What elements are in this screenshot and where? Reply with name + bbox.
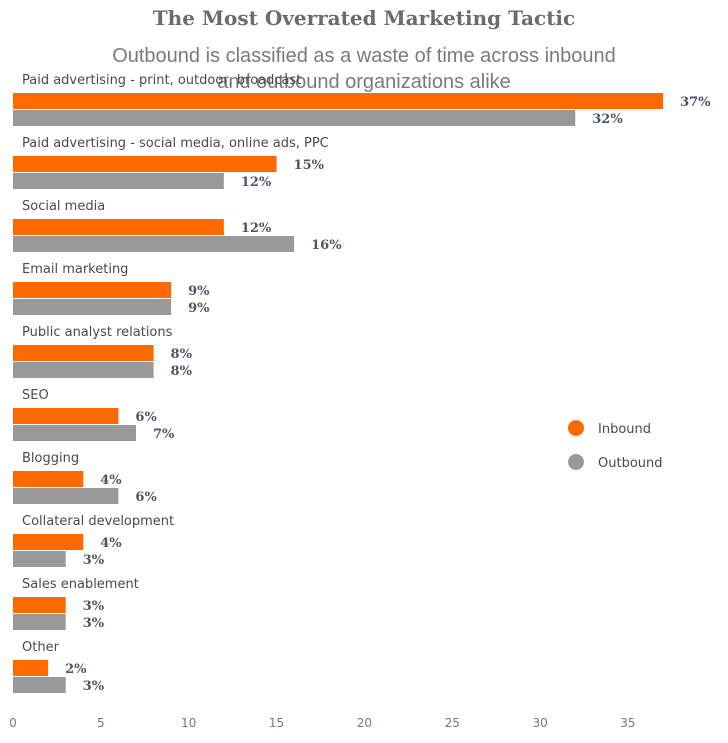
data-label: 32% — [592, 112, 623, 127]
bar-outbound — [13, 236, 295, 252]
bar-outbound — [13, 299, 172, 315]
data-label: 15% — [294, 158, 325, 173]
bar-inbound — [13, 282, 172, 298]
data-label: 16% — [311, 238, 342, 253]
legend-label: Inbound — [598, 422, 651, 437]
data-label: 4% — [100, 536, 122, 551]
x-tick-label: 10 — [181, 716, 196, 730]
category-label: Blogging — [22, 451, 79, 466]
legend-marker-inbound — [568, 420, 584, 436]
category-label: Social media — [22, 199, 105, 214]
bar-inbound — [13, 534, 84, 550]
bar-inbound — [13, 156, 277, 172]
x-tick-label: 20 — [357, 716, 372, 730]
data-label: 2% — [65, 662, 87, 677]
data-label: 4% — [100, 473, 122, 488]
x-tick-label: 0 — [9, 716, 17, 730]
category-label: Sales enablement — [22, 577, 139, 592]
bar-outbound — [13, 362, 154, 378]
bar-inbound — [13, 408, 119, 424]
category-label: Public analyst relations — [22, 325, 173, 340]
chart-title: The Most Overrated Marketing Tactic — [152, 6, 576, 30]
category-label: Collateral development — [22, 514, 174, 529]
data-label: 9% — [188, 284, 210, 299]
bar-inbound — [13, 219, 224, 235]
bar-outbound — [13, 110, 576, 126]
data-label: 6% — [135, 410, 157, 425]
bar-outbound — [13, 551, 66, 567]
bar-inbound — [13, 93, 664, 109]
x-tick-label: 30 — [532, 716, 547, 730]
legend-marker-outbound — [568, 454, 584, 470]
data-label: 3% — [83, 599, 105, 614]
category-label: SEO — [22, 388, 49, 403]
category-label: Paid advertising - social media, online … — [22, 136, 329, 151]
bar-outbound — [13, 677, 66, 693]
data-label: 7% — [153, 427, 175, 442]
data-label: 3% — [83, 679, 105, 694]
data-label: 12% — [241, 175, 272, 190]
legend-label: Outbound — [598, 456, 663, 471]
category-label: Other — [22, 640, 60, 655]
bar-inbound — [13, 597, 66, 613]
x-tick-label: 35 — [620, 716, 635, 730]
bar-outbound — [13, 425, 136, 441]
x-tick-label: 5 — [97, 716, 105, 730]
data-label: 9% — [188, 301, 210, 316]
bar-inbound — [13, 471, 84, 487]
x-tick-label: 15 — [269, 716, 284, 730]
data-label: 12% — [241, 221, 272, 236]
category-label: Email marketing — [22, 262, 128, 277]
data-label: 3% — [83, 553, 105, 568]
bar-outbound — [13, 614, 66, 630]
bar-outbound — [13, 488, 119, 504]
x-tick-label: 25 — [445, 716, 460, 730]
data-label: 8% — [171, 364, 193, 379]
bar-inbound — [13, 660, 49, 676]
data-label: 3% — [83, 616, 105, 631]
category-label: Paid advertising - print, outdoor, broad… — [22, 73, 301, 88]
data-label: 37% — [680, 95, 711, 110]
data-label: 6% — [135, 490, 157, 505]
bar-inbound — [13, 345, 154, 361]
data-label: 8% — [171, 347, 193, 362]
chart-subtitle: Outbound is classified as a waste of tim… — [112, 45, 616, 93]
bar-outbound — [13, 173, 224, 189]
